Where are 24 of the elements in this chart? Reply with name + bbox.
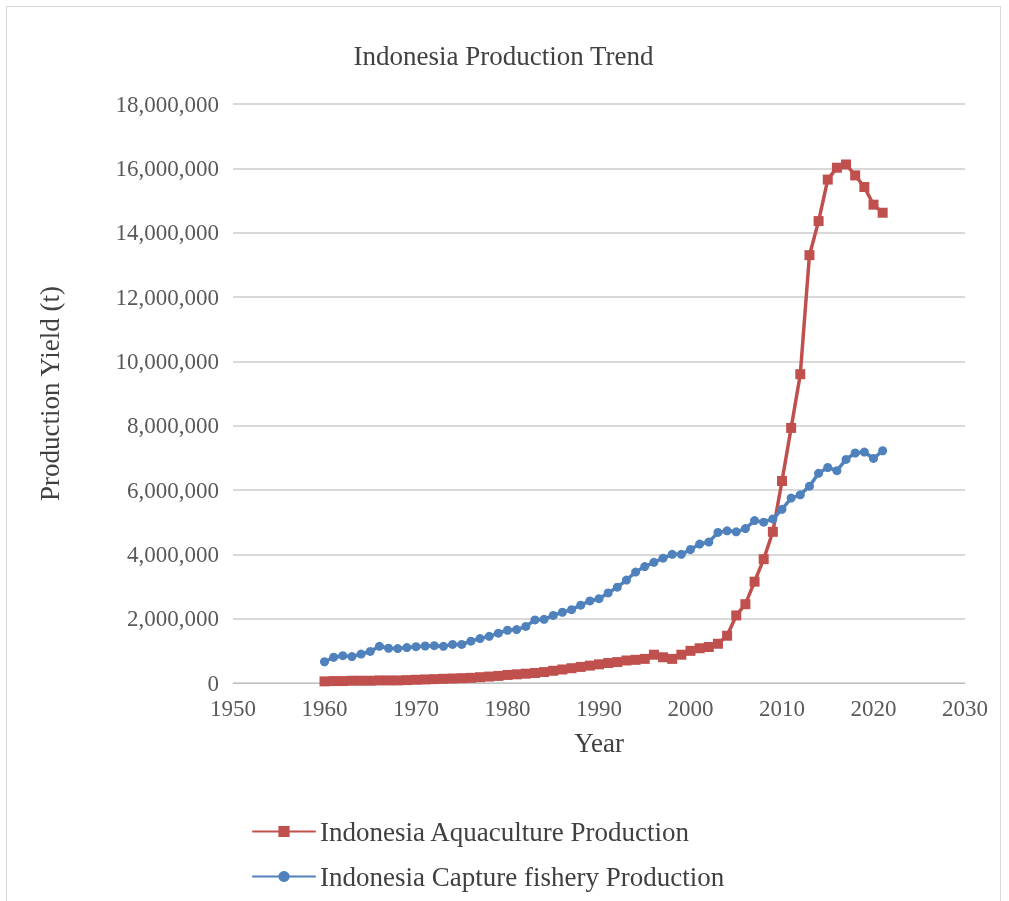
y-tick-label: 6,000,000 (127, 477, 219, 503)
y-axis-title: Production Yield (t) (34, 286, 65, 501)
x-tick-label: 1970 (393, 696, 439, 721)
legend-label: Indonesia Aquaculture Production (320, 816, 690, 847)
y-tick-label: 8,000,000 (127, 413, 219, 439)
x-tick-label: 2030 (942, 696, 988, 721)
y-tick-label: 10,000,000 (115, 348, 219, 374)
chart-title: Indonesia Production Trend (353, 40, 654, 71)
x-tick-label: 1960 (301, 696, 348, 721)
x-tick-label: 2010 (759, 696, 805, 721)
y-tick-label: 16,000,000 (115, 155, 219, 181)
x-tick-label: 2000 (667, 696, 714, 721)
y-tick-label: 4,000,000 (127, 541, 219, 567)
x-tick-label: 1990 (576, 696, 622, 721)
x-tick-label: 1980 (484, 696, 531, 721)
y-tick-label: 12,000,000 (115, 284, 219, 310)
x-axis-title: Year (574, 727, 624, 758)
legend-label: Indonesia Capture fishery Production (320, 861, 725, 892)
x-tick-label: 1950 (210, 696, 256, 721)
y-tick-label: 14,000,000 (115, 220, 219, 246)
y-tick-label: 2,000,000 (127, 606, 219, 632)
x-tick-label: 2020 (850, 696, 897, 721)
y-tick-label: 18,000,000 (115, 91, 219, 117)
y-tick-label: 0 (207, 670, 219, 696)
